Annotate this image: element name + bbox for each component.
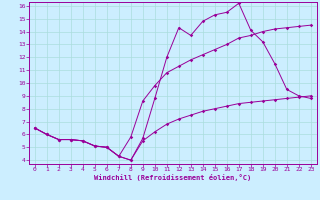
X-axis label: Windchill (Refroidissement éolien,°C): Windchill (Refroidissement éolien,°C) (94, 174, 252, 181)
